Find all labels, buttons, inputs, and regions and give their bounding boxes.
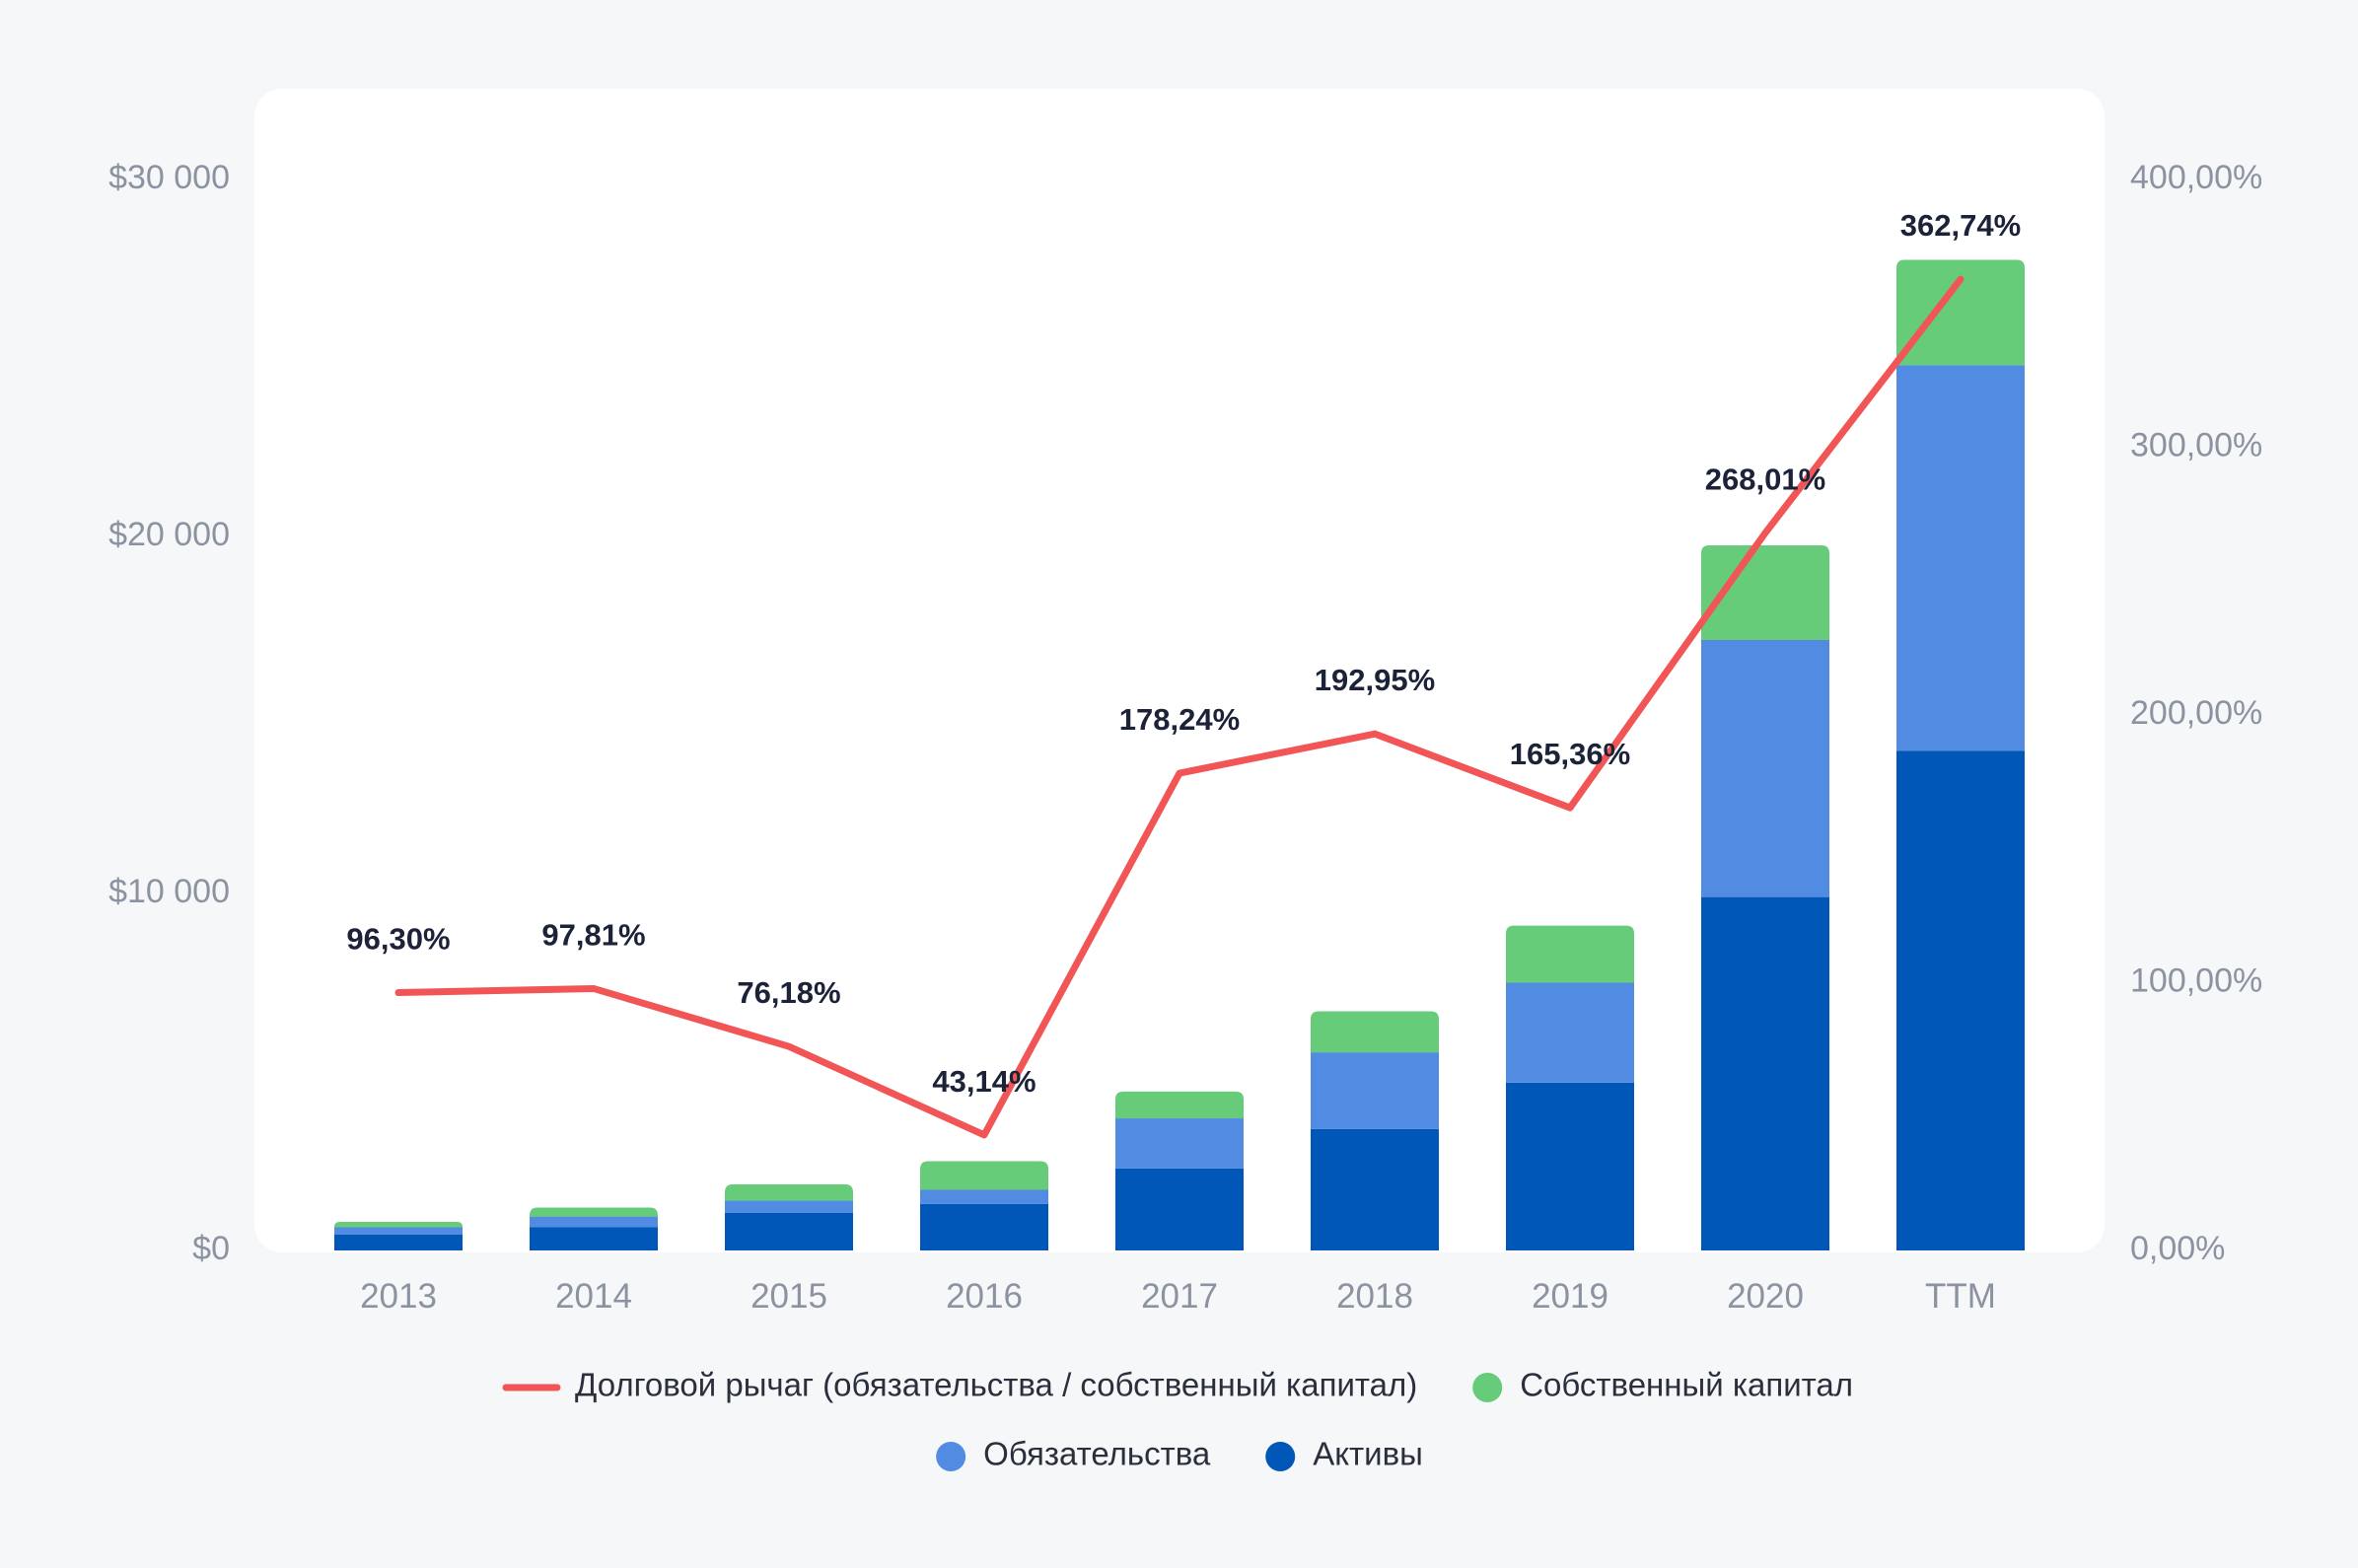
bars <box>334 259 2025 1250</box>
bar-segment-assets-2017 <box>1115 1168 1244 1250</box>
legend-marker-dot <box>1472 1373 1503 1402</box>
data-label-2014: 97,81% <box>541 917 645 952</box>
data-label-2013: 96,30% <box>346 922 450 957</box>
x-tick-label: 2014 <box>555 1277 632 1316</box>
legend-label: Собственный капитал <box>1520 1367 1853 1403</box>
bar-segment-equity-2016 <box>920 1161 1048 1190</box>
bar-segment-liabilities-2018 <box>1311 1052 1439 1129</box>
x-tick-label: 2015 <box>750 1277 827 1316</box>
right-tick-label: 100,00% <box>2130 962 2262 999</box>
legend-marker-dot <box>936 1442 966 1471</box>
x-tick-label: 2013 <box>360 1277 437 1316</box>
bar-segment-assets-2020 <box>1701 896 1829 1250</box>
bar-segment-equity-2020 <box>1701 545 1829 640</box>
leverage-line-group <box>394 275 1965 1139</box>
x-tick-label: 2016 <box>946 1277 1023 1316</box>
left-tick-label: $30 000 <box>108 159 230 196</box>
bar-segment-liabilities-2020 <box>1701 639 1829 897</box>
bar-segment-assets-2018 <box>1311 1128 1439 1250</box>
data-label-2015: 76,18% <box>737 975 840 1010</box>
legend-marker-dot <box>1265 1442 1296 1471</box>
bar-segment-liabilities-ttm <box>1896 365 2025 751</box>
bar-segment-equity-2018 <box>1311 1011 1439 1053</box>
bar-segment-liabilities-2014 <box>530 1216 658 1228</box>
bar-segment-liabilities-2015 <box>725 1200 853 1213</box>
data-label-2016: 43,14% <box>932 1064 1036 1099</box>
bar-segment-equity-ttm <box>1896 259 2025 366</box>
x-tick-label: TTM <box>1925 1277 1996 1316</box>
bar-segment-assets-2019 <box>1506 1082 1634 1250</box>
legend-label: Обязательства <box>983 1436 1211 1472</box>
right-axis: 0,00% 100,00% 200,00% 300,00% 400,00% <box>2130 159 2262 1267</box>
leverage-line <box>394 275 1965 1139</box>
bar-segment-equity-2013 <box>334 1222 463 1228</box>
data-label-2018: 192,95% <box>1315 663 1435 697</box>
chart-background <box>254 89 2105 1252</box>
bar-segment-equity-2015 <box>725 1184 853 1201</box>
bar-segment-equity-2019 <box>1506 925 1634 983</box>
legend: Долговой рычаг (обязательства / собствен… <box>502 1367 1853 1472</box>
bar-segment-liabilities-2016 <box>920 1189 1048 1204</box>
left-axis: $0 $10 000 $20 000 $30 000 <box>108 159 230 1267</box>
x-tick-label: 2019 <box>1532 1277 1608 1316</box>
left-tick-label: $10 000 <box>108 873 230 910</box>
x-tick-label: 2018 <box>1336 1277 1413 1316</box>
right-tick-label: 400,00% <box>2130 159 2262 196</box>
data-label-2020: 268,01% <box>1705 462 1825 496</box>
bar-segment-assets-2015 <box>725 1212 853 1250</box>
right-tick-label: 0,00% <box>2130 1230 2225 1267</box>
x-tick-label: 2020 <box>1727 1277 1804 1316</box>
bar-segment-liabilities-2019 <box>1506 982 1634 1083</box>
data-label-2019: 165,36% <box>1510 737 1630 771</box>
data-label-2017: 178,24% <box>1119 702 1240 737</box>
bar-segment-assets-2016 <box>920 1203 1048 1250</box>
bar-segment-assets-ttm <box>1896 750 2025 1250</box>
data-labels: 96,30% 97,81% 76,18% 43,14% 178,24% 192,95% 16… <box>346 208 2021 1099</box>
right-tick-label: 200,00% <box>2130 694 2262 732</box>
x-axis: 2013 2014 2015 2016 2017 2018 2019 2020 TTM <box>360 1277 1996 1316</box>
bar-segment-assets-2013 <box>334 1234 463 1250</box>
right-tick-label: 300,00% <box>2130 426 2262 463</box>
legend-label: Долговой рычаг (обязательства / собствен… <box>575 1367 1417 1403</box>
bar-segment-equity-2014 <box>530 1207 658 1217</box>
bar-segment-assets-2014 <box>530 1227 658 1250</box>
data-label-ttm: 362,74% <box>1900 208 2021 243</box>
bar-segment-liabilities-2013 <box>334 1227 463 1235</box>
x-tick-label: 2017 <box>1141 1277 1218 1316</box>
left-tick-label: $20 000 <box>108 516 230 553</box>
bar-segment-liabilities-2017 <box>1115 1118 1244 1169</box>
legend-label: Активы <box>1313 1436 1423 1472</box>
left-tick-label: $0 <box>192 1230 230 1267</box>
bar-segment-equity-2017 <box>1115 1091 1244 1119</box>
